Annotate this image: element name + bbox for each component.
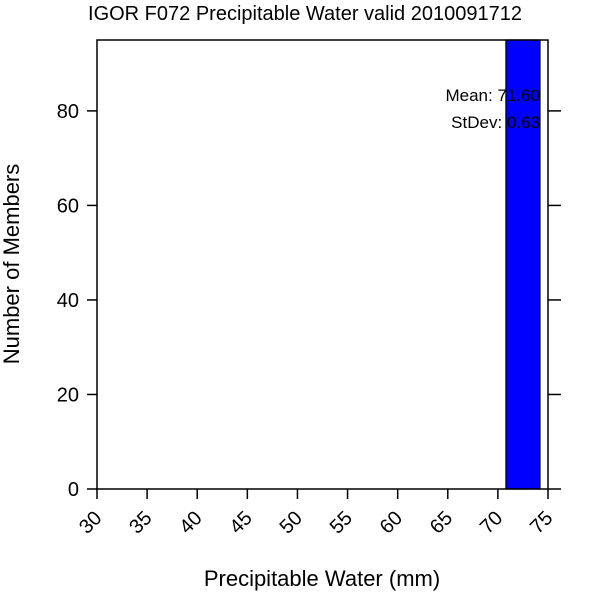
y-axis-ticks: 0 20 40 60 80: [57, 101, 561, 501]
histogram-bar-0: [505, 39, 541, 490]
y-tick-label: 60: [57, 195, 79, 217]
x-tick-label: 55: [326, 507, 357, 538]
y-tick-label: 20: [57, 384, 79, 406]
mean-annotation: Mean: 71.60: [445, 86, 540, 105]
bars-group: [505, 39, 541, 490]
y-tick-label: 40: [57, 290, 79, 312]
x-tick-label: 70: [476, 507, 507, 538]
plot-frame: [96, 39, 549, 490]
y-axis-label: Number of Members: [0, 164, 24, 365]
x-tick-label: 65: [426, 507, 457, 538]
y-tick-label: 80: [57, 101, 79, 123]
y-tick-label: 0: [68, 479, 79, 501]
x-tick-label: 45: [225, 507, 256, 538]
x-axis-label: Precipitable Water (mm): [204, 566, 440, 591]
x-tick-label: 75: [526, 507, 557, 538]
x-axis-ticks: 30 35 40 45 50 55 60 65 70 75: [75, 489, 557, 538]
x-tick-label: 35: [125, 507, 156, 538]
stdev-annotation: StDev: 0.63: [451, 113, 540, 132]
x-tick-label: 30: [75, 507, 106, 538]
x-tick-label: 50: [276, 507, 307, 538]
chart-title: IGOR F072 Precipitable Water valid 20100…: [88, 3, 522, 25]
x-tick-label: 40: [175, 507, 206, 538]
x-tick-label: 60: [376, 507, 407, 538]
